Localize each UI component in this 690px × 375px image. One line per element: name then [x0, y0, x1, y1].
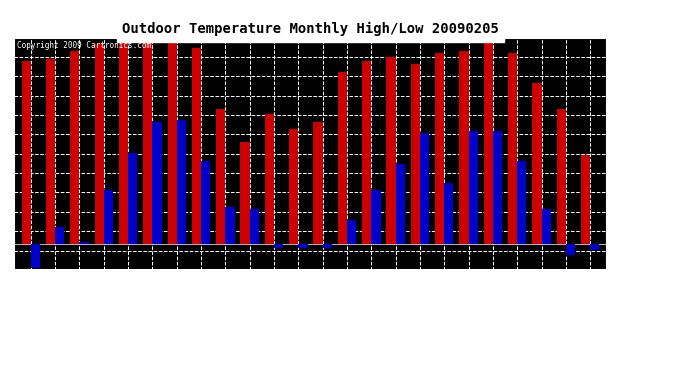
Bar	[152, 122, 161, 244]
Bar	[518, 161, 526, 244]
Bar	[411, 64, 420, 244]
Bar	[128, 153, 137, 244]
Bar	[192, 48, 201, 244]
Bar	[469, 131, 477, 244]
Bar	[362, 62, 371, 244]
Bar	[532, 83, 542, 244]
Bar	[460, 51, 469, 244]
Bar	[337, 72, 347, 244]
Bar	[542, 209, 551, 244]
Bar	[95, 44, 103, 244]
Bar	[566, 244, 575, 255]
Bar	[444, 183, 453, 244]
Bar	[216, 109, 226, 244]
Bar	[70, 51, 79, 244]
Bar	[201, 161, 210, 244]
Bar	[21, 62, 31, 244]
Bar	[55, 226, 64, 244]
Bar	[508, 53, 518, 244]
Bar	[557, 109, 566, 244]
Bar	[104, 190, 113, 244]
Title: Outdoor Temperature Monthly High/Low 20090205: Outdoor Temperature Monthly High/Low 200…	[122, 22, 499, 36]
Bar	[371, 190, 381, 244]
Bar	[313, 122, 323, 244]
Bar	[31, 244, 40, 268]
Bar	[226, 207, 235, 244]
Text: Copyright 2009 Cartronics.com: Copyright 2009 Cartronics.com	[17, 41, 151, 50]
Bar	[119, 38, 128, 244]
Bar	[144, 35, 152, 244]
Bar	[435, 53, 444, 244]
Bar	[168, 38, 177, 244]
Bar	[590, 244, 600, 250]
Bar	[298, 244, 308, 248]
Bar	[79, 242, 89, 244]
Bar	[265, 114, 274, 244]
Bar	[289, 129, 298, 244]
Bar	[484, 42, 493, 244]
Bar	[240, 142, 250, 244]
Bar	[420, 133, 429, 244]
Bar	[386, 57, 395, 244]
Bar	[46, 59, 55, 244]
Bar	[250, 209, 259, 244]
Bar	[395, 164, 405, 244]
Bar	[581, 155, 590, 244]
Bar	[493, 131, 502, 244]
Bar	[177, 120, 186, 244]
Bar	[274, 244, 284, 248]
Bar	[323, 244, 332, 248]
Bar	[347, 220, 356, 244]
